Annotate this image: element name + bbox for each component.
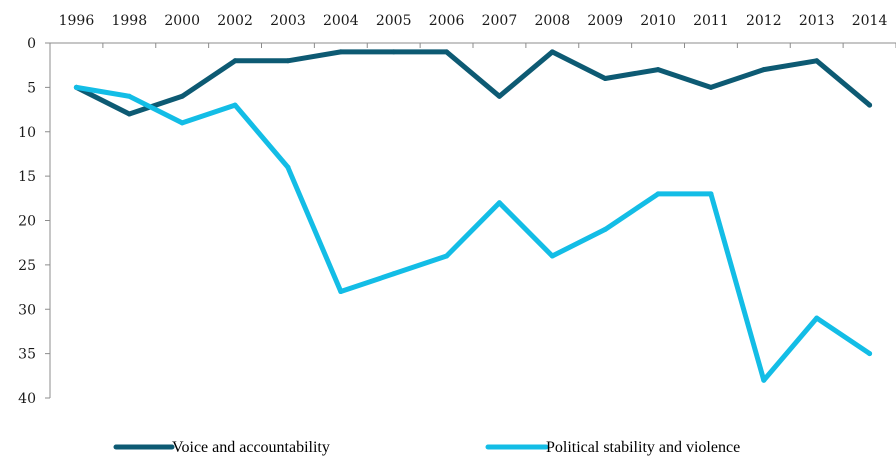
x-tick-label: 2000 bbox=[164, 13, 200, 29]
data-point bbox=[444, 253, 450, 259]
data-point bbox=[602, 76, 608, 81]
y-tick-label: 0 bbox=[27, 36, 36, 52]
data-point bbox=[391, 271, 397, 277]
data-point bbox=[338, 49, 344, 55]
x-tick-label: 2006 bbox=[429, 13, 465, 29]
x-tick-label: 2003 bbox=[270, 13, 306, 29]
data-point bbox=[867, 351, 873, 357]
data-point bbox=[232, 58, 238, 64]
x-tick-label: 2012 bbox=[746, 13, 782, 29]
x-tick-label: 2005 bbox=[376, 13, 412, 29]
data-point bbox=[761, 377, 767, 383]
series-lines bbox=[73, 49, 873, 383]
x-tick-label: 2002 bbox=[217, 13, 253, 29]
x-tick-label: 2014 bbox=[852, 13, 888, 29]
legend-label: Voice and accountability bbox=[172, 439, 330, 456]
data-point bbox=[655, 191, 661, 197]
data-point bbox=[179, 120, 185, 126]
x-tick-label: 2009 bbox=[587, 13, 623, 29]
axes: 1996 1998 2000 2002 2003 2004 2005 2006 2007 2008… bbox=[18, 13, 896, 407]
data-point bbox=[232, 102, 238, 108]
y-tick-label: 5 bbox=[27, 80, 36, 96]
x-tick-label: 2011 bbox=[693, 13, 729, 29]
data-point bbox=[285, 164, 291, 170]
y-tick-label: 40 bbox=[18, 391, 36, 407]
data-point bbox=[814, 315, 820, 321]
y-tick-label: 10 bbox=[18, 125, 36, 141]
legend: Voice and accountability Political stabil… bbox=[113, 439, 740, 456]
data-point bbox=[338, 289, 344, 294]
x-tick-label: 2013 bbox=[799, 13, 835, 29]
x-tick-label: 1998 bbox=[111, 13, 147, 29]
y-tick-label: 30 bbox=[18, 302, 36, 318]
data-point bbox=[391, 49, 397, 55]
series-line-political-stability bbox=[73, 84, 873, 383]
data-point bbox=[867, 102, 873, 108]
data-point bbox=[549, 49, 555, 55]
data-point bbox=[602, 226, 608, 232]
x-tick-label: 2010 bbox=[640, 13, 676, 29]
data-point bbox=[444, 49, 450, 55]
data-point bbox=[549, 253, 555, 259]
data-point bbox=[655, 67, 661, 73]
legend-label: Political stability and violence bbox=[546, 439, 740, 456]
y-tick-label: 20 bbox=[18, 214, 36, 230]
data-point bbox=[126, 93, 132, 99]
series-line-voice-accountability bbox=[73, 49, 873, 117]
data-point bbox=[496, 93, 502, 99]
y-tick-label: 25 bbox=[18, 258, 36, 274]
data-point bbox=[708, 191, 714, 197]
data-point bbox=[285, 58, 291, 64]
x-tick-label: 2008 bbox=[534, 13, 570, 29]
data-point bbox=[496, 200, 502, 206]
data-point bbox=[73, 84, 79, 90]
data-point bbox=[179, 93, 185, 99]
data-point bbox=[761, 67, 767, 73]
y-tick-label: 35 bbox=[18, 347, 36, 363]
data-point bbox=[814, 58, 820, 64]
data-point bbox=[126, 111, 132, 117]
data-point bbox=[708, 84, 714, 90]
x-tick-label: 2004 bbox=[323, 13, 359, 29]
x-tick-label: 1996 bbox=[59, 13, 95, 29]
y-tick-label: 15 bbox=[18, 169, 36, 185]
x-tick-label: 2007 bbox=[482, 13, 518, 29]
